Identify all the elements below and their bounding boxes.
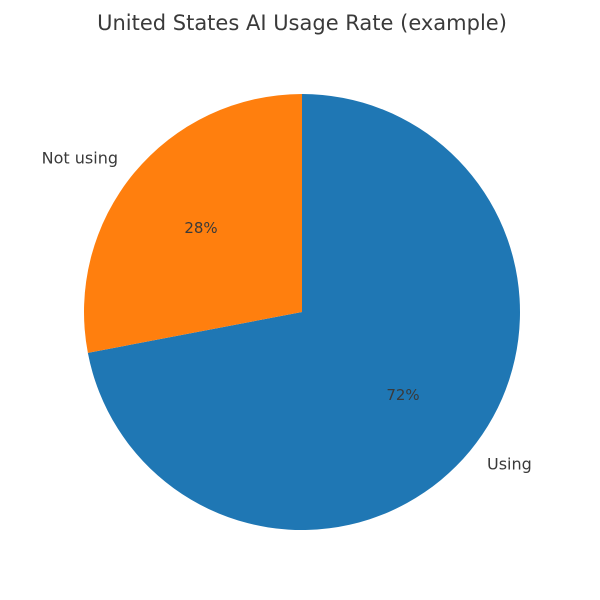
pie-slice-using bbox=[87, 94, 520, 530]
pct-label-using: 72% bbox=[386, 386, 419, 404]
slice-label-not-using: Not using bbox=[42, 149, 118, 168]
pct-label-not-using: 28% bbox=[184, 219, 217, 237]
pie-slice-not-using bbox=[83, 94, 302, 353]
chart-title: United States AI Usage Rate (example) bbox=[97, 11, 507, 35]
slice-label-using: Using bbox=[487, 455, 532, 474]
